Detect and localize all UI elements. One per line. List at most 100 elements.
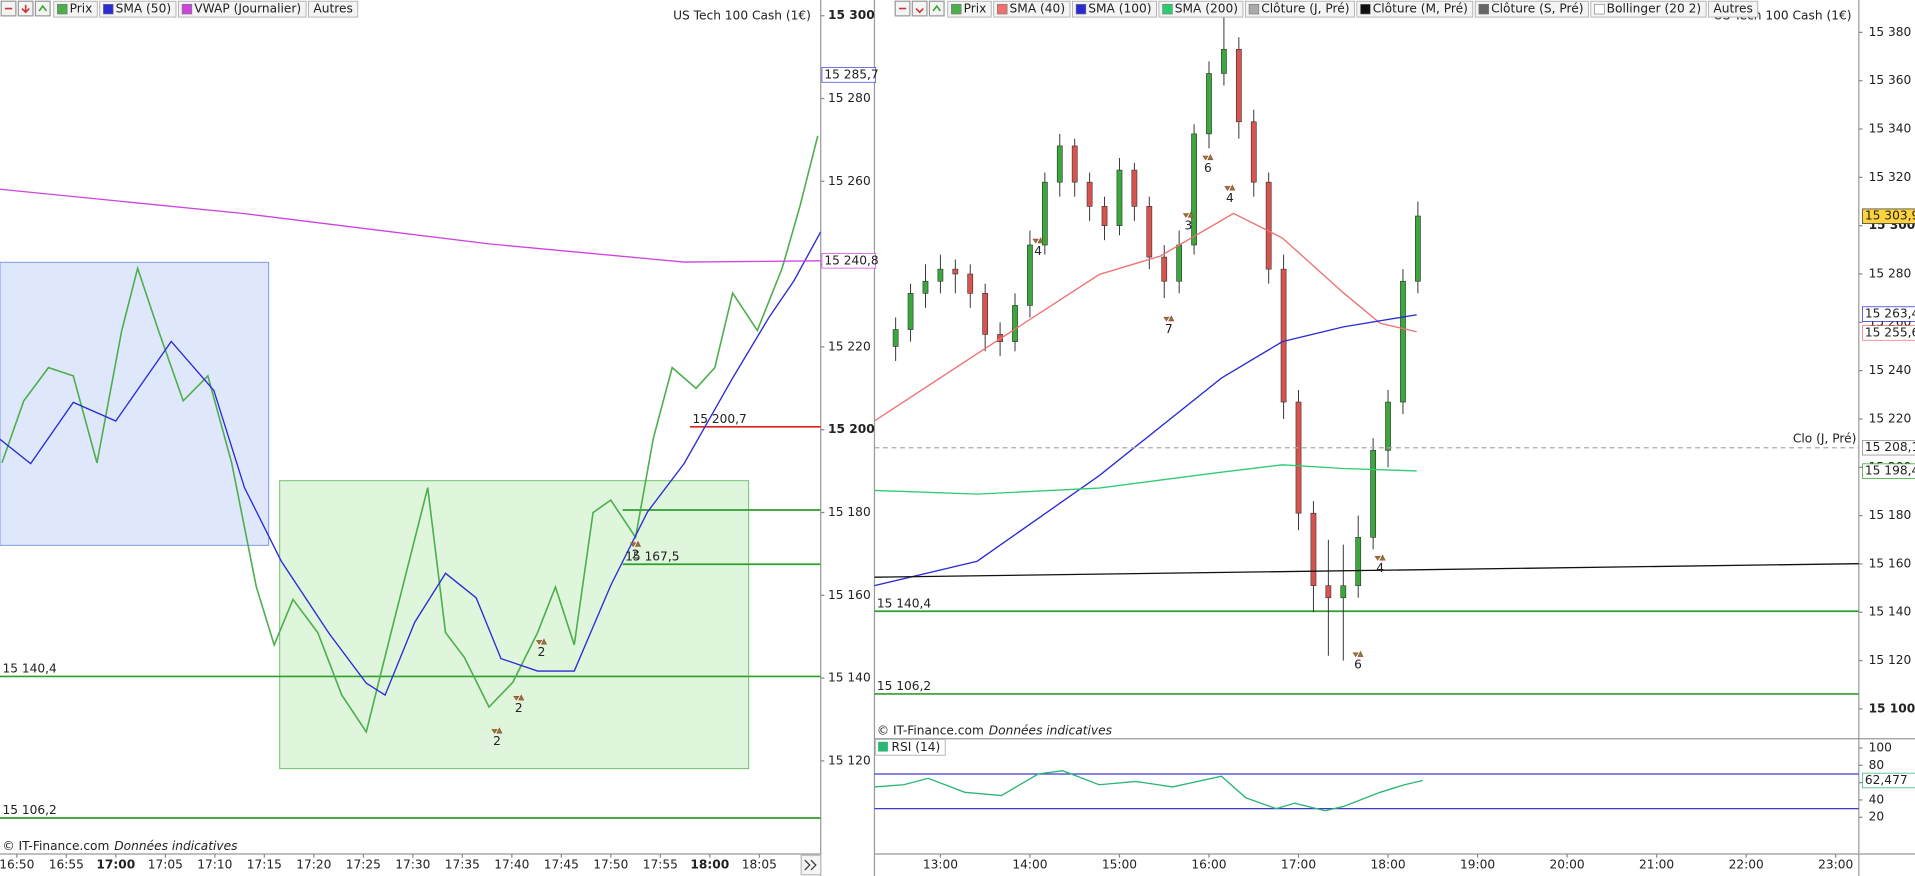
axis-value-badge: [1862, 306, 1915, 322]
legend-entry[interactable]: [1590, 0, 1707, 18]
y-tick-label: 15 280: [1869, 266, 1912, 280]
rsi-tick-label: 100: [1869, 741, 1892, 755]
legend-swatch: [1162, 3, 1173, 15]
candle-body: [937, 268, 944, 282]
signal-marker: [491, 727, 503, 734]
candle-body: [1101, 206, 1108, 226]
rsi-tick-label: 20: [1869, 810, 1885, 824]
y-tick-label: 15 100: [1869, 701, 1915, 715]
signal-marker: [1374, 554, 1386, 561]
x-tick-label: 18:00: [690, 858, 729, 872]
y-tick-label: 15 220: [1869, 411, 1912, 425]
watermark-title: US Tech 100 Cash (1€): [673, 8, 811, 22]
level-label: 15 106,2: [877, 679, 931, 693]
legend-entry[interactable]: [177, 0, 307, 18]
footer-note: Données indicatives: [114, 839, 238, 853]
x-tick-label: 17:50: [593, 858, 628, 872]
x-tick-label: 17:05: [148, 858, 183, 872]
legend-label: Autres: [1713, 2, 1752, 16]
legend-label: SMA (200): [1175, 2, 1238, 16]
y-tick-label: 15 120: [828, 753, 871, 767]
signal-label: 2: [632, 547, 640, 561]
level-label: 15 167,5: [625, 549, 679, 563]
legend-swatch: [1360, 3, 1371, 15]
x-tick-label: 17:10: [197, 858, 232, 872]
candle-body: [952, 268, 959, 275]
legend-entry[interactable]: [1708, 0, 1759, 18]
x-tick-label: 22:00: [1729, 858, 1764, 872]
legend-swatch: [57, 3, 68, 15]
level-label: 15 140,4: [2, 662, 57, 676]
candle-body: [1176, 244, 1183, 282]
y-tick-label: 15 300: [828, 8, 875, 22]
candle-body: [1265, 181, 1272, 270]
axis-value-label: 15 263,4: [1865, 307, 1915, 321]
y-tick-label: 15 140: [828, 671, 871, 685]
candle-body: [1280, 268, 1287, 403]
legend-entry[interactable]: [1356, 0, 1474, 18]
candle-body: [1041, 181, 1048, 246]
y-tick-label: 15 180: [828, 505, 871, 519]
legend-label: Clôture (J, Pré): [1261, 2, 1349, 16]
candle-body: [1056, 145, 1063, 183]
x-tick-label: 17:55: [643, 858, 678, 872]
toolbar-glyphs: [4, 4, 942, 14]
legend-swatch: [181, 3, 193, 15]
legend-entry[interactable]: [308, 0, 359, 18]
x-tick-label: 15:00: [1102, 858, 1137, 872]
signal-marker: [1032, 237, 1044, 244]
candle-body: [907, 293, 914, 330]
y-tick-label: 15 160: [828, 588, 871, 602]
x-tick-label: 16:00: [1191, 858, 1226, 872]
candle-body: [982, 293, 989, 335]
axis-value-badge: [1862, 463, 1915, 479]
x-tick-label: 18:05: [742, 858, 777, 872]
x-tick-label: 17:00: [96, 858, 135, 872]
legend-swatch: [997, 3, 1008, 15]
candle-body: [1116, 169, 1123, 226]
x-tick-label: 17:15: [247, 858, 282, 872]
candle-body: [1012, 305, 1018, 342]
legend-entry[interactable]: [993, 0, 1071, 18]
candle-body: [1161, 256, 1168, 282]
series-line: [874, 314, 1417, 587]
level-label: 15 200,7: [692, 412, 746, 426]
x-tick-label: 14:00: [1012, 858, 1047, 872]
signal-marker: [1352, 650, 1364, 658]
candle-body: [1027, 244, 1033, 306]
legend-entry[interactable]: [99, 0, 177, 18]
y-tick-label: 15 360: [1869, 73, 1912, 87]
legend-label: Clôture (M, Pré): [1373, 2, 1468, 16]
rsi-tick-label: 80: [1869, 758, 1885, 772]
candle-body: [1206, 73, 1212, 135]
y-tick-label: 15 380: [1869, 25, 1912, 39]
signal-marker: [1163, 315, 1175, 322]
axis-value-badge: [821, 253, 877, 269]
signal-label: 6: [1204, 161, 1212, 175]
legend-label: Prix: [70, 2, 93, 16]
y-tick-label: 15 140: [1869, 605, 1912, 619]
legend-entry[interactable]: [1158, 0, 1244, 18]
candle-body: [1385, 401, 1391, 451]
candle-body: [1146, 206, 1153, 258]
rsi-legend-entry[interactable]: [875, 738, 946, 756]
level-label: 15 140,4: [877, 596, 932, 610]
axis-value-badge: [1862, 772, 1915, 789]
legend-entry[interactable]: [1474, 0, 1589, 18]
x-tick-label: 17:20: [296, 858, 331, 872]
signal-marker: [535, 638, 548, 645]
zone-box: [279, 480, 750, 770]
x-tick-label: 21:00: [1639, 858, 1674, 872]
y-tick-label: 15 220: [828, 339, 871, 353]
legend-entry[interactable]: [1071, 0, 1157, 18]
footer-copyright: © IT-Finance.com: [2, 839, 109, 853]
signal-marker: [1182, 211, 1194, 218]
signal-label: 6: [1354, 658, 1362, 672]
legend-entry[interactable]: [1244, 0, 1355, 18]
axis-value-label: 15 198,4: [1865, 464, 1915, 478]
legend-swatch: [951, 3, 962, 15]
plot-layer: [874, 13, 1859, 695]
level-label: 15 106,2: [2, 803, 56, 817]
scroll-button[interactable]: [800, 854, 822, 876]
